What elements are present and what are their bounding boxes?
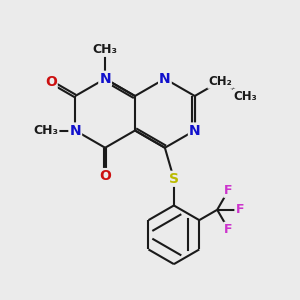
Text: F: F	[236, 203, 244, 216]
Text: CH₃: CH₃	[33, 124, 58, 137]
Text: N: N	[189, 124, 201, 137]
Text: N: N	[69, 124, 81, 137]
Text: CH₂: CH₂	[208, 75, 232, 88]
Text: S: S	[169, 172, 179, 186]
Text: N: N	[159, 72, 171, 86]
Text: F: F	[224, 223, 233, 236]
Text: CH₃: CH₃	[234, 89, 257, 103]
Text: N: N	[99, 72, 111, 86]
Text: CH₃: CH₃	[93, 43, 118, 56]
Text: O: O	[45, 75, 57, 89]
Text: F: F	[224, 184, 233, 197]
Text: O: O	[99, 169, 111, 183]
